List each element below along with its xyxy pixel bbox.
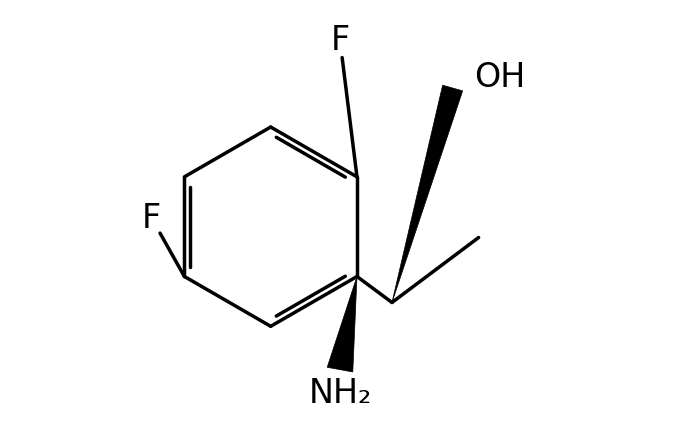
Text: OH: OH: [474, 61, 526, 94]
Text: F: F: [142, 201, 161, 235]
Text: F: F: [330, 24, 350, 57]
Polygon shape: [327, 276, 357, 372]
Polygon shape: [392, 85, 462, 303]
Text: NH₂: NH₂: [308, 377, 372, 410]
